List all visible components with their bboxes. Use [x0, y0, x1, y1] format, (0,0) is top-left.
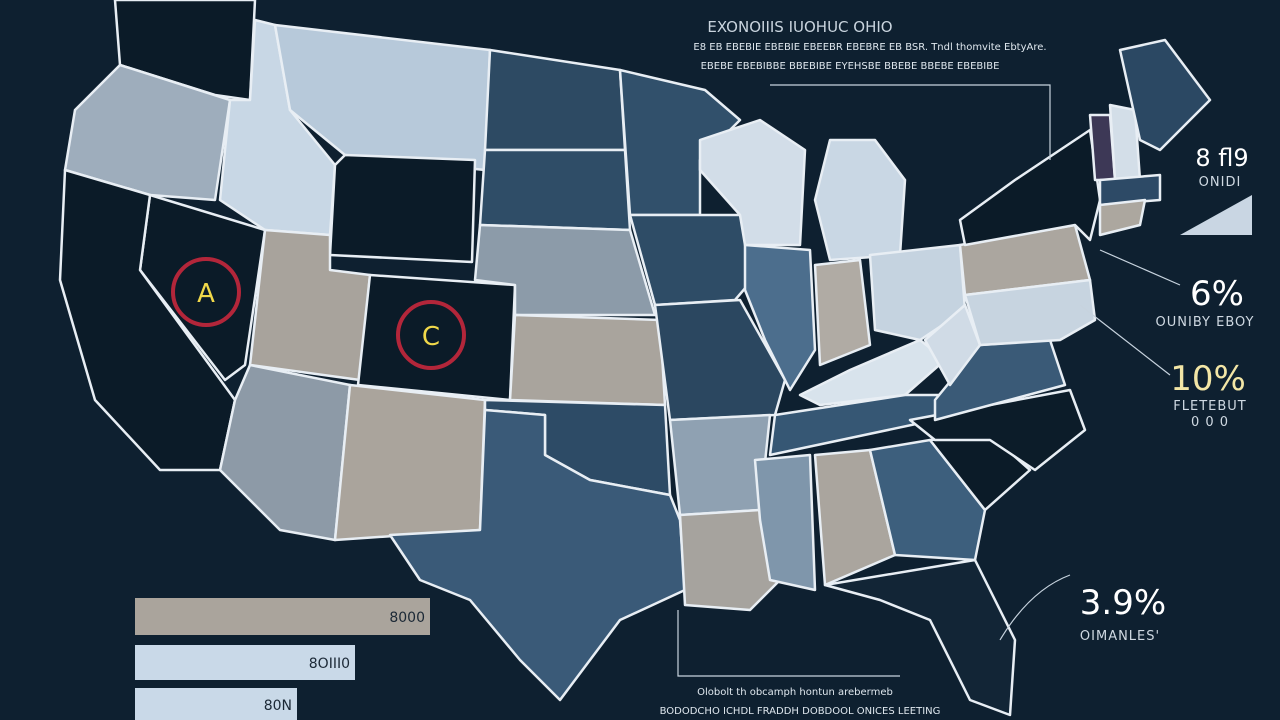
state — [813, 258, 872, 367]
bar-label: 80N — [264, 698, 292, 714]
stat-label: FLETEBUT — [1173, 399, 1246, 414]
stat-value: 3.9% — [1080, 583, 1166, 623]
bars: 8000 8OIII0 80N — [135, 598, 430, 720]
marker-ring — [171, 257, 241, 327]
stat-label: ONIDI — [1199, 175, 1242, 190]
state — [388, 408, 687, 702]
header-text: E8 EB EBEBIE EBEBIE EBEEBR EBEBRE EB BSR… — [693, 42, 1046, 53]
marker-label: A — [197, 279, 215, 309]
leader-line — [677, 610, 900, 677]
state — [678, 508, 782, 612]
header: EXONOIIIS IUOHUC OHIO E8 EB EBEBIE EBEBI… — [693, 18, 1046, 72]
state — [868, 438, 987, 562]
state — [743, 243, 817, 392]
footer-text: BODODCHO ICHDL FRADDH DOBDOOL ONICES LEE… — [660, 706, 941, 717]
leader-line — [1079, 304, 1171, 376]
bar-label: 8OIII0 — [309, 656, 350, 672]
state — [653, 298, 787, 422]
bar — [135, 688, 297, 720]
state — [478, 148, 632, 232]
state — [698, 118, 807, 247]
state — [963, 278, 1097, 347]
state — [1098, 198, 1147, 237]
state — [908, 388, 1087, 472]
bar — [135, 598, 430, 635]
leader-line — [770, 84, 1051, 160]
state — [1118, 38, 1212, 152]
state — [753, 453, 817, 592]
leader-line — [1099, 249, 1181, 286]
stat-value: 8 fl9 — [1195, 144, 1248, 172]
header-title: EXONOIIIS IUOHUC OHIO — [707, 18, 892, 36]
footer: Olobolt th obcamph hontun arebermeb BODO… — [660, 687, 941, 717]
marker-ring — [396, 300, 466, 370]
marker-label: C — [422, 322, 440, 352]
state — [1098, 173, 1162, 207]
bar-label: 8000 — [389, 610, 425, 626]
stat-note: 0 0 0 — [1191, 415, 1229, 430]
state — [113, 0, 257, 102]
footer-text: Olobolt th obcamph hontun arebermeb — [697, 687, 893, 698]
us-map — [58, 0, 1212, 717]
stat-label: OUNIBY EBOY — [1156, 315, 1255, 330]
state — [823, 558, 1017, 717]
header-text: EBEBE EBEBIBBE BBEBIBE EYEHSBE BBEBE BBE… — [701, 61, 1000, 72]
state — [508, 313, 667, 407]
leader-line — [999, 574, 1071, 641]
stat-value: 6% — [1190, 274, 1244, 314]
bar — [135, 645, 355, 680]
leader-lines — [677, 84, 1252, 677]
indicator-wedge — [1180, 195, 1252, 235]
markers: A C — [171, 257, 466, 370]
stat-value: 10% — [1170, 359, 1246, 399]
state — [328, 153, 477, 264]
state — [333, 383, 487, 542]
stat-label: OIMANLES' — [1080, 629, 1160, 644]
stats: 8 fl9 ONIDI 6% OUNIBY EBOY 10% FLETEBUT … — [1080, 144, 1255, 644]
